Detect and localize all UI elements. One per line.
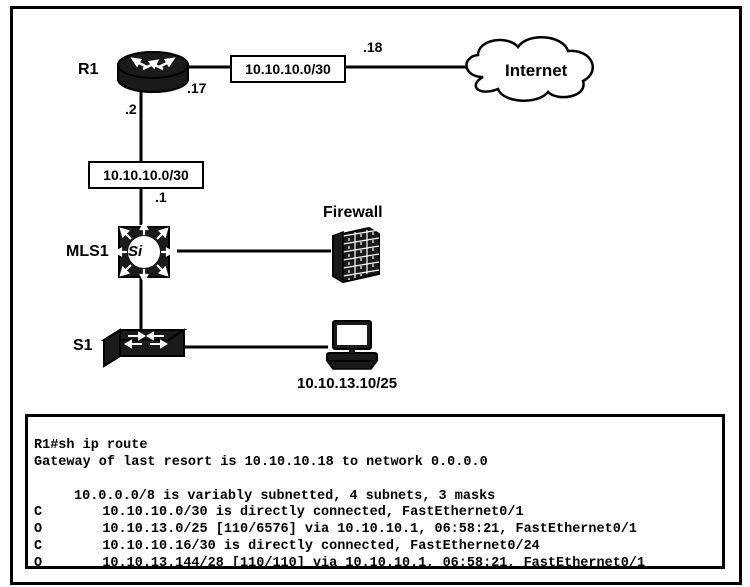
internet-label: Internet [505, 61, 567, 81]
router-r1 [113, 39, 193, 94]
subnet-top: 10.10.10.0/30 [230, 55, 346, 83]
mls1-si-text: Si [128, 243, 142, 260]
internet-iface: .18 [363, 39, 382, 55]
cli-gateway: Gateway of last resort is 10.10.10.18 to… [34, 455, 488, 470]
pc-icon [323, 319, 383, 374]
r1-label: R1 [78, 61, 98, 79]
s1-label: S1 [73, 337, 93, 355]
firewall-icon [329, 224, 389, 284]
network-diagram: R1 .17 .2 10.10.10.0/30 Internet .18 10.… [13, 9, 739, 409]
cli-summary: 10.0.0.0/8 is variably subnetted, 4 subn… [34, 489, 495, 504]
subnet-left: 10.10.10.0/30 [88, 161, 204, 189]
cli-route-1: O 10.10.13.0/25 [110/6576] via 10.10.10.… [34, 522, 637, 537]
cli-output: R1#sh ip route Gateway of last resort is… [25, 414, 725, 569]
firewall-label: Firewall [323, 204, 383, 222]
r1-iface-bottom: .2 [125, 101, 137, 117]
cli-prompt: R1#sh ip route [34, 438, 147, 453]
mls1-label: MLS1 [66, 243, 109, 261]
r1-iface-right: .17 [187, 80, 206, 96]
pc-ip: 10.10.13.10/25 [297, 375, 397, 392]
cli-route-2: C 10.10.10.16/30 is directly connected, … [34, 539, 540, 554]
switch-mls1 [113, 221, 183, 283]
cli-route-0: C 10.10.10.0/30 is directly connected, F… [34, 505, 524, 520]
outer-frame: R1 .17 .2 10.10.10.0/30 Internet .18 10.… [10, 6, 742, 585]
switch-s1 [98, 326, 193, 371]
cli-route-3: O 10.10.13.144/28 [110/110] via 10.10.10… [34, 556, 645, 569]
subnet-left-iface: .1 [155, 189, 167, 205]
